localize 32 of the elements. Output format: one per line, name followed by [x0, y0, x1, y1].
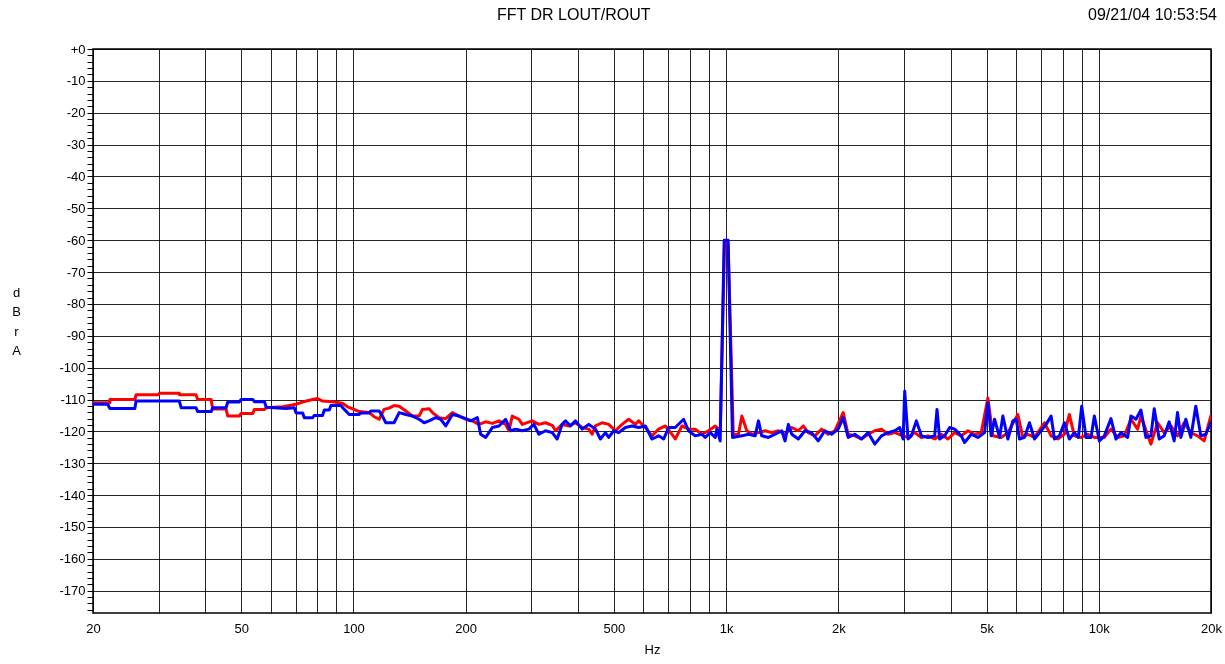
y-axis-title: dBr A — [12, 284, 22, 358]
x-axis-title: Hz — [644, 641, 661, 657]
x-tick-label: 5k — [980, 620, 995, 636]
y-tick-label: -170 — [59, 583, 86, 599]
x-tick-label: 10k — [1088, 620, 1111, 636]
x-tick-label: 2k — [831, 620, 847, 636]
y-tick-label: -70 — [66, 264, 86, 280]
y-tick-label: -30 — [66, 137, 86, 153]
y-tick-label: -40 — [66, 168, 86, 184]
x-tick-label: 500 — [603, 620, 626, 636]
y-tick-label: -120 — [59, 423, 86, 439]
y-tick-label: -60 — [66, 232, 86, 248]
y-tick-label: -110 — [60, 392, 86, 408]
y-tick-label: -10 — [66, 73, 86, 89]
text: 09/21/04 10:53:54 — [1087, 6, 1218, 23]
chart-title: FFT DR LOUT/ROUT — [497, 6, 651, 23]
y-tick-label: -100 — [59, 360, 86, 376]
y-tick-label: -160 — [59, 551, 86, 567]
y-tick-label: -140 — [59, 487, 86, 503]
x-tick-label: 200 — [455, 620, 478, 636]
y-tick-label: -150 — [59, 519, 86, 535]
y-tick-label: -130 — [59, 455, 86, 471]
x-tick-label: 20k — [1201, 620, 1223, 636]
y-tick-label: +0 — [70, 41, 86, 57]
y-tick-label: -80 — [66, 296, 86, 312]
y-tick-label: -50 — [66, 200, 86, 216]
y-tick-label: -90 — [66, 328, 86, 344]
x-tick-label: 50 — [234, 620, 250, 636]
x-tick-label: 1k — [719, 620, 735, 636]
x-tick-label: 100 — [343, 620, 365, 636]
x-tick-label: 20 — [86, 620, 101, 636]
y-tick-label: -20 — [66, 105, 86, 121]
